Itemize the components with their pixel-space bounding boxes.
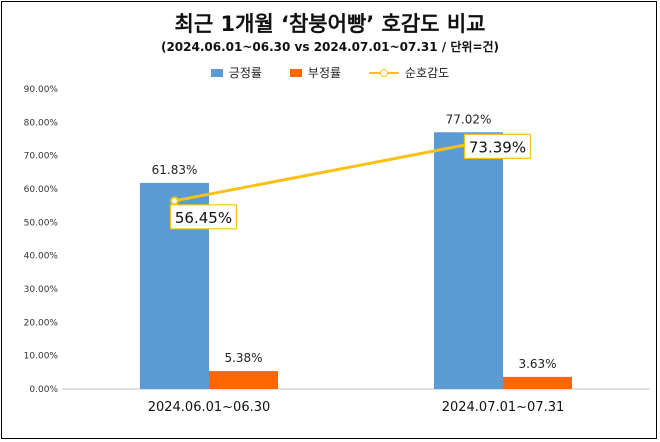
bar-negative [503,376,572,389]
y-tick-label: 0.00% [29,385,58,395]
bar-data-label-negative: 5.38% [224,351,262,365]
legend-swatch-favorability [369,68,400,78]
x-tick-label: 2024.07.01~07.31 [442,400,565,415]
y-tick-label: 80.00% [24,118,59,128]
bar-negative [209,371,278,389]
line-label-box-favorability [463,133,532,159]
bar-data-label-negative: 3.63% [518,357,556,371]
y-tick-label: 90.00% [24,85,59,95]
y-tick-label: 10.00% [24,352,59,362]
legend-label-negative: 부정률 [307,66,342,80]
y-tick-label: 60.00% [24,185,59,195]
legend-item-positive: 긍정률 [210,64,262,81]
legend-item-favorability: 순호감도 [369,64,449,81]
legend-label-favorability: 순호감도 [405,66,450,80]
chart-legend: 긍정률 부정률 순호감도 [0,64,660,81]
y-tick-label: 50.00% [24,218,59,228]
y-tick-label: 40.00% [24,252,59,262]
chart-subtitle: (2024.06.01~06.30 vs 2024.07.01~07.31 / … [160,40,500,54]
legend-label-positive: 긍정률 [228,66,262,80]
bar-positive [434,132,503,389]
legend-item-negative: 부정률 [289,64,342,81]
x-tick-label: 2024.06.01~06.30 [148,400,271,415]
line-label-box-favorability [169,204,238,230]
bar-data-label-positive: 61.83% [152,163,198,177]
bar-data-label-positive: 77.02% [446,112,492,126]
y-tick-label: 30.00% [24,285,59,295]
chart-title: 최근 1개월 ‘참붕어빵’ 호감도 비교 [174,12,486,36]
y-tick-label: 70.00% [24,152,59,162]
line-data-label-favorability: 56.45% [175,209,232,227]
legend-swatch-negative [289,68,302,77]
series-line-favorability [174,142,469,203]
line-point-favorability [170,196,179,206]
line-data-label-favorability: 73.39% [469,138,526,156]
legend-swatch-positive [210,68,223,77]
y-tick-label: 20.00% [24,318,59,328]
